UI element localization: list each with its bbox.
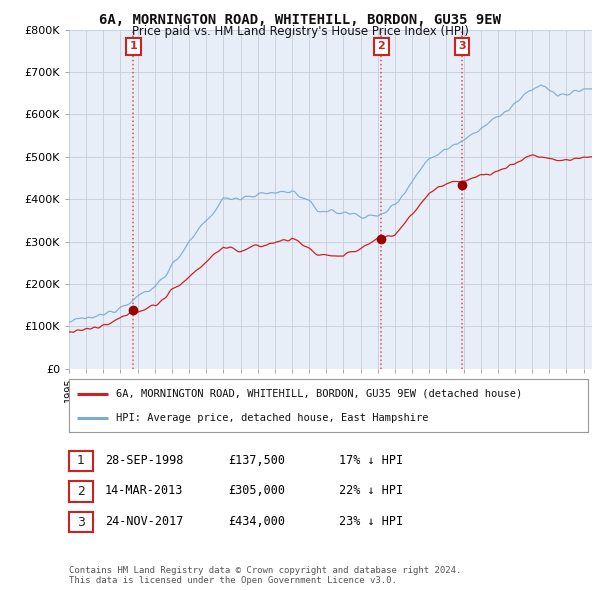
Text: 14-MAR-2013: 14-MAR-2013: [105, 484, 184, 497]
Text: 3: 3: [458, 41, 466, 51]
Text: £137,500: £137,500: [228, 454, 285, 467]
Text: 1: 1: [77, 454, 85, 467]
Text: £305,000: £305,000: [228, 484, 285, 497]
Text: 2: 2: [77, 485, 85, 498]
Text: 23% ↓ HPI: 23% ↓ HPI: [339, 515, 403, 528]
Text: HPI: Average price, detached house, East Hampshire: HPI: Average price, detached house, East…: [116, 413, 428, 423]
Text: Contains HM Land Registry data © Crown copyright and database right 2024.
This d: Contains HM Land Registry data © Crown c…: [69, 566, 461, 585]
Text: 6A, MORNINGTON ROAD, WHITEHILL, BORDON, GU35 9EW: 6A, MORNINGTON ROAD, WHITEHILL, BORDON, …: [99, 13, 501, 27]
Text: Price paid vs. HM Land Registry's House Price Index (HPI): Price paid vs. HM Land Registry's House …: [131, 25, 469, 38]
Text: 28-SEP-1998: 28-SEP-1998: [105, 454, 184, 467]
Text: 1: 1: [130, 41, 137, 51]
Text: 17% ↓ HPI: 17% ↓ HPI: [339, 454, 403, 467]
Text: 3: 3: [77, 516, 85, 529]
Text: 22% ↓ HPI: 22% ↓ HPI: [339, 484, 403, 497]
Text: 24-NOV-2017: 24-NOV-2017: [105, 515, 184, 528]
Text: £434,000: £434,000: [228, 515, 285, 528]
Text: 2: 2: [377, 41, 385, 51]
Text: 6A, MORNINGTON ROAD, WHITEHILL, BORDON, GU35 9EW (detached house): 6A, MORNINGTON ROAD, WHITEHILL, BORDON, …: [116, 389, 522, 399]
